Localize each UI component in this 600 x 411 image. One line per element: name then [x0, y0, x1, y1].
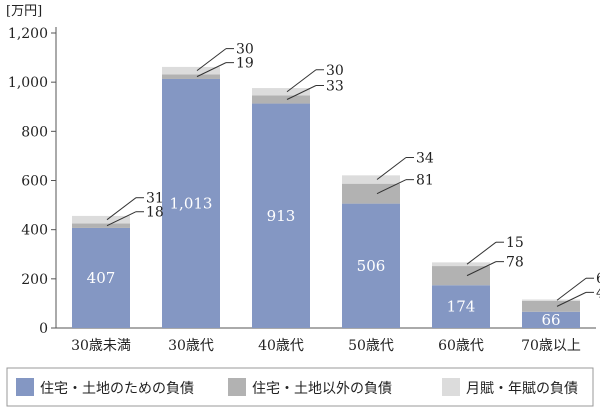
data-label: 913 — [267, 207, 296, 225]
legend-frame — [6, 367, 594, 407]
axes — [55, 27, 596, 329]
bar-segment — [432, 262, 490, 267]
bar-segment — [342, 203, 400, 328]
legend: 住宅・土地のための負債 住宅・土地以外の負債 月賦・年賦の負債 — [6, 367, 594, 407]
data-label: 30 — [326, 63, 344, 79]
bar-segment — [522, 311, 580, 328]
bar-segment — [342, 183, 400, 204]
bar-segment — [432, 266, 490, 286]
bar-segment — [162, 74, 220, 79]
data-label: 44 — [596, 285, 600, 301]
bar-segment — [522, 300, 580, 312]
data-label: 34 — [416, 151, 434, 167]
bar-segment — [432, 285, 490, 328]
data-label: 1,013 — [170, 194, 213, 212]
bar-segment — [72, 215, 130, 224]
leader-line — [466, 261, 497, 277]
y-tick-label: 1,200 — [8, 26, 48, 42]
category-labels: 30歳未満 30歳代 40歳代 50歳代 60歳代 70歳以上 — [71, 338, 581, 354]
data-label: 78 — [506, 255, 524, 271]
data-labels: 40718311,0131930913333050681341747815664… — [87, 42, 600, 329]
data-label: 30 — [236, 42, 254, 58]
legend-entry: 月賦・年賦の負債 — [466, 381, 578, 397]
data-label: 174 — [447, 298, 476, 316]
legend-swatch — [228, 378, 246, 396]
category-label: 30歳未満 — [71, 338, 131, 354]
y-axis-unit-label: [万円] — [6, 4, 42, 19]
leader-line — [376, 157, 407, 180]
data-label: 407 — [87, 269, 116, 287]
leader-line — [106, 197, 137, 221]
y-tick-label: 600 — [21, 174, 48, 190]
bar-segment — [252, 88, 310, 96]
leader-line — [196, 48, 227, 72]
y-axis-ticks: 0 200 400 600 800 1,000 1,200 — [8, 26, 56, 337]
data-label: 6 — [596, 271, 600, 287]
y-tick-label: 0 — [39, 321, 48, 337]
bar-segment — [252, 103, 310, 328]
category-label: 30歳代 — [168, 338, 214, 354]
leader-line — [286, 69, 317, 93]
bar-segment — [342, 175, 400, 184]
data-label: 33 — [326, 78, 344, 94]
bar-segment — [72, 227, 130, 328]
data-label: 506 — [357, 257, 386, 275]
category-label: 50歳代 — [348, 338, 394, 354]
bar-segment — [72, 223, 130, 228]
data-label: 18 — [146, 205, 164, 221]
leader-line — [376, 179, 407, 195]
data-label: 66 — [541, 311, 560, 329]
legend-swatch — [442, 378, 460, 396]
legend-swatch — [16, 378, 34, 396]
bar-segment — [522, 299, 580, 301]
y-tick-label: 200 — [21, 272, 48, 288]
leader-line — [556, 277, 587, 301]
category-label: 70歳以上 — [521, 338, 581, 354]
legend-entry: 住宅・土地のための負債 — [40, 381, 194, 397]
data-label: 19 — [236, 56, 254, 72]
category-label: 40歳代 — [258, 338, 304, 354]
category-label: 60歳代 — [438, 338, 484, 354]
y-tick-label: 400 — [21, 223, 48, 239]
leader-line — [106, 211, 137, 227]
bar-segment — [252, 95, 310, 104]
data-label: 31 — [146, 191, 164, 207]
y-tick-label: 800 — [21, 124, 48, 140]
y-tick-label: 1,000 — [8, 75, 48, 91]
bar-segment — [162, 66, 220, 75]
bars — [72, 66, 580, 329]
data-label: 81 — [416, 173, 434, 189]
leader-line — [196, 62, 227, 78]
data-label: 15 — [506, 235, 524, 251]
leader-line — [556, 291, 587, 307]
bar-segment — [162, 78, 220, 329]
leader-line — [286, 85, 317, 100]
legend-entry: 住宅・土地以外の負債 — [252, 381, 392, 397]
leader-line — [466, 241, 497, 265]
